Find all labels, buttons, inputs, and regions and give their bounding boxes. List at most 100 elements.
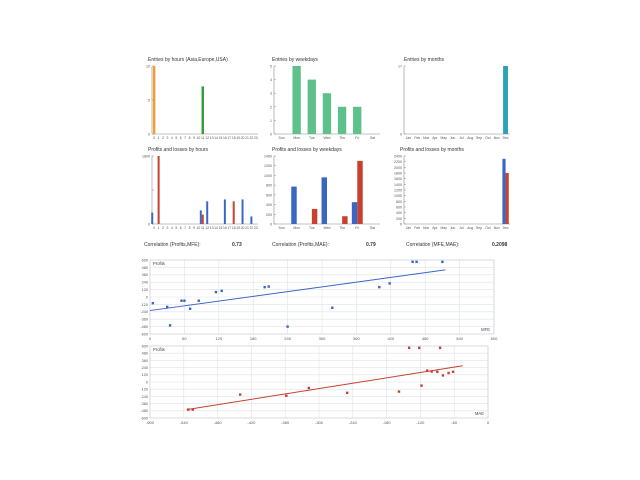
data-point (411, 260, 414, 264)
x-tick-label: 180 (250, 336, 257, 341)
y-tick-label: 1200 (264, 164, 272, 168)
x-tick-label: 6 (180, 136, 182, 140)
y-tick-label: 1800 (142, 155, 150, 159)
y-tick-label: 800 (396, 200, 402, 204)
x-tick-label: 0 (487, 420, 490, 425)
y-tick-label: 17 (398, 65, 402, 69)
data-point (447, 371, 450, 375)
y-tick-label: 600 (396, 206, 402, 210)
data-point (345, 391, 349, 394)
y-tick-label: 400 (396, 211, 402, 215)
data-point (378, 285, 381, 289)
data-point (407, 346, 411, 349)
y-tick-label: 2200 (394, 160, 402, 164)
x-tick-label: Feb (414, 136, 420, 140)
y-tick-label: 1400 (394, 183, 402, 187)
y-tick-label: 2400 (394, 155, 402, 159)
x-tick-label: 18 (232, 136, 236, 140)
x-tick-label: -540 (180, 420, 189, 425)
y-tick-label: 1000 (264, 174, 272, 178)
chart-title: Entries by weekdays (272, 57, 318, 63)
x-tick-label: 20 (241, 136, 245, 140)
bar (250, 216, 253, 224)
x-tick-label: Jul (459, 136, 464, 140)
y-tick-label: 600 (266, 193, 272, 197)
x-tick-label: 8 (189, 136, 191, 140)
x-tick-label: -600 (146, 420, 155, 425)
x-tick-label: 360 (353, 336, 360, 341)
x-tick-label: 23 (254, 136, 258, 140)
x-tick-label: 14 (214, 136, 218, 140)
x-tick-label: 16 (223, 136, 227, 140)
x-tick-label: Feb (414, 226, 420, 230)
bar (223, 199, 226, 224)
x-tick-label: 300 (319, 336, 326, 341)
correlation-label: Correlation (Profits,MFE): (144, 242, 201, 248)
y-axis-label: Profits (153, 347, 165, 352)
x-tick-label: Tue (309, 136, 315, 140)
bar (201, 86, 204, 134)
x-tick-label: 19 (236, 136, 240, 140)
x-tick-label: 9 (193, 136, 195, 140)
y-tick-label: 3 (270, 92, 272, 96)
x-tick-label: 22 (249, 136, 253, 140)
x-tick-label: Nov (494, 226, 500, 230)
y-tick-label: 10 (146, 65, 150, 69)
x-tick-label: 480 (422, 336, 429, 341)
data-point (238, 393, 242, 396)
x-tick-label: 240 (284, 336, 291, 341)
data-point (415, 260, 418, 264)
y-tick-label: 600 (142, 258, 148, 262)
x-tick-label: Mar (423, 136, 430, 140)
x-tick-label: Sun (279, 136, 285, 140)
chart-pl-by-hours: Profits and losses by hours 0 1800 0 1 2 3 4 5 6… (140, 146, 262, 238)
chart-title: Profits and losses by weekdays (272, 147, 342, 153)
x-tick-label: 3 (167, 136, 169, 140)
data-point (285, 394, 288, 397)
x-tick-label: 13 (210, 226, 214, 230)
x-tick-label: 13 (210, 136, 214, 140)
bar (151, 212, 154, 224)
x-tick-label: 4 (171, 136, 173, 140)
chart-title: Entries by hours (Asia,Europe,USA) (148, 57, 228, 63)
y-tick-label: 480 (142, 266, 148, 270)
chart-scatter-profits-mfe: 0 60 120 180 240 300 360 420 480 540 600 600 480 360 2… (132, 258, 504, 344)
bar (337, 106, 347, 134)
chart-entries-by-hours: Entries by hours (Asia,Europe,USA) 0 5 10 0… (140, 56, 262, 146)
data-point (331, 306, 334, 309)
x-tick-label: Jan (406, 226, 412, 230)
x-tick-label: 15 (219, 136, 223, 140)
x-tick-label: 1 (158, 226, 160, 230)
y-tick-label: 5 (148, 99, 150, 103)
x-tick-label: 120 (215, 336, 222, 341)
x-tick-label: Sep (476, 136, 482, 140)
x-tick-label: 4 (171, 226, 173, 230)
data-point (214, 290, 218, 294)
y-tick-label: 1 (270, 119, 272, 123)
x-tick-label: 600 (491, 336, 498, 341)
y-tick-label: 200 (396, 217, 402, 221)
y-tick-label: 0 (400, 133, 402, 137)
x-tick-label: 420 (387, 336, 394, 341)
x-tick-label: 17 (227, 136, 231, 140)
y-tick-label: 240 (142, 366, 148, 370)
y-tick-label: 4 (270, 78, 272, 82)
bar (502, 158, 506, 224)
x-tick-label: Sep (476, 226, 482, 230)
data-point (420, 384, 423, 387)
x-tick-label: 5 (175, 226, 177, 230)
bar (503, 66, 508, 134)
y-tick-label: -600 (140, 416, 148, 420)
y-tick-label: 600 (142, 344, 148, 348)
y-tick-label: 1000 (394, 194, 402, 198)
bar (291, 186, 297, 224)
x-tick-label: 5 (175, 136, 177, 140)
data-point (267, 285, 270, 288)
bar (321, 177, 327, 224)
bar (307, 79, 316, 134)
chart-entries-by-months: Entries by months 0 17 Jan Feb Mar Apr May Jun J… (392, 56, 514, 146)
y-tick-label: -240 (140, 310, 148, 314)
x-tick-label: Fri (355, 226, 359, 230)
bar (505, 173, 509, 224)
